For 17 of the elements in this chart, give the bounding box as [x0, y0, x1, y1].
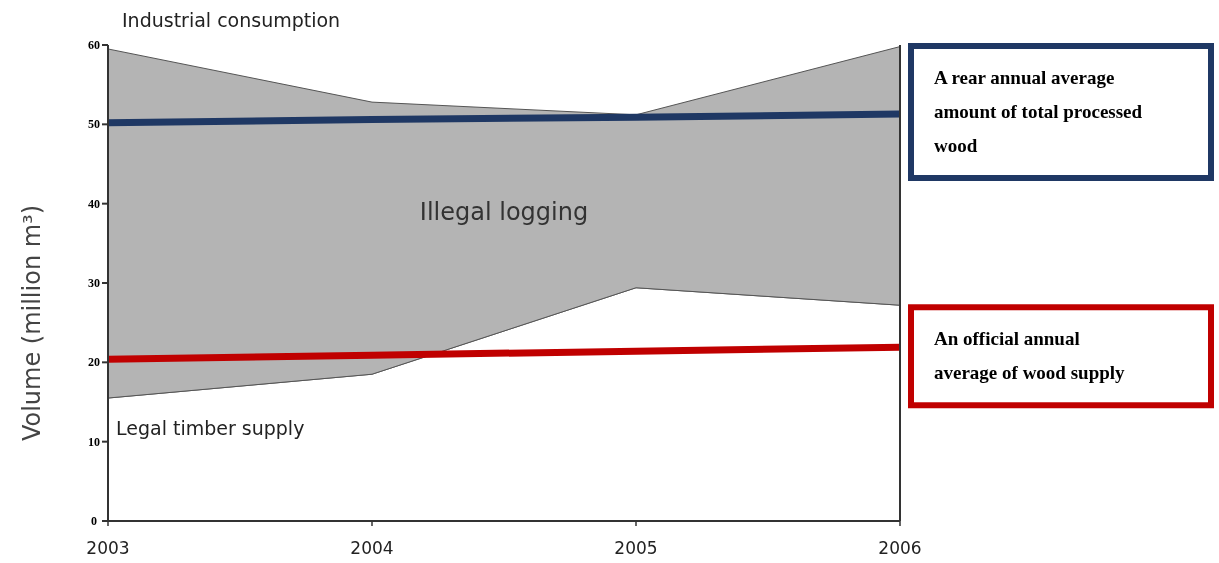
y-axis-title: Volume (million m³)	[18, 204, 46, 442]
y-tick-label: 50	[88, 117, 100, 132]
x-tick-label: 2006	[878, 538, 922, 558]
y-tick-label: 60	[88, 38, 100, 52]
x-tick-label: 2003	[86, 538, 130, 558]
y-tick-label: 0	[91, 514, 97, 528]
series-label: Legal timber supply	[116, 416, 305, 439]
x-tick-label: 2005	[614, 538, 658, 558]
series-label: Illegal logging	[419, 197, 589, 226]
y-tick-label: 30	[88, 276, 100, 290]
y-tick-label: 10	[88, 434, 100, 449]
text: Industrial consumption	[122, 8, 341, 31]
series-label: A rear annual average amount of total processed wood	[934, 67, 1143, 156]
y-tick-label: 20	[88, 355, 100, 370]
y-tick-label: 40	[88, 196, 100, 211]
x-tick-label: 2004	[350, 538, 394, 558]
series-label: An official annual average of wood supply	[934, 328, 1126, 384]
